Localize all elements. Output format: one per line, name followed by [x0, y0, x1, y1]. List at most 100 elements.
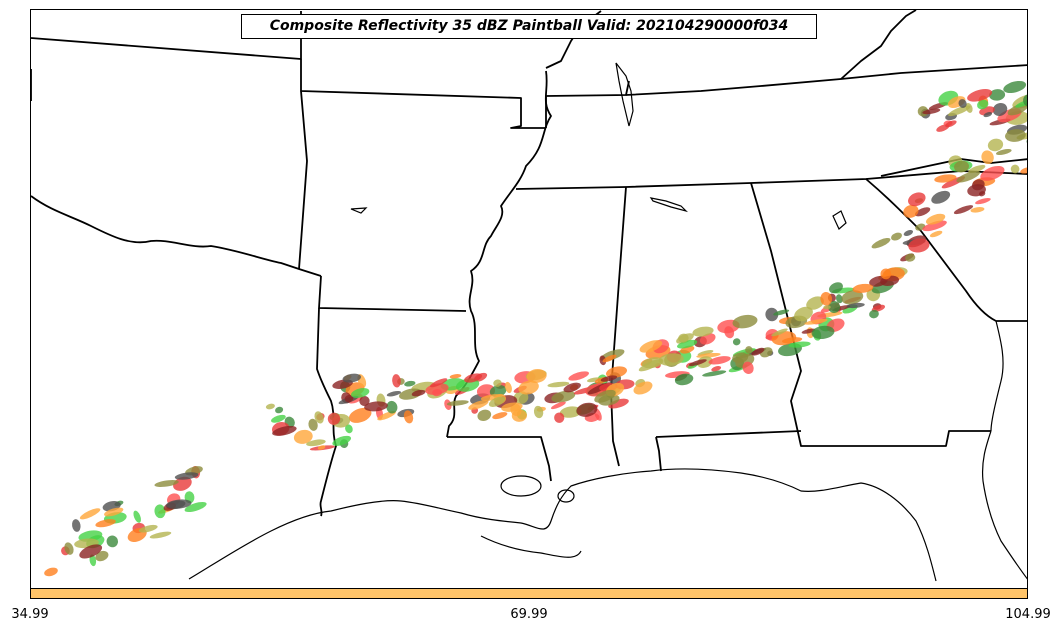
paintball-blob: [608, 398, 629, 409]
paintball-blob: [1023, 94, 1027, 107]
paintball-blob: [992, 103, 1008, 116]
paintball-blob: [605, 366, 628, 378]
paintball-blob: [696, 352, 721, 358]
paintball-blob: [1005, 129, 1026, 142]
paintball-blob: [829, 282, 843, 294]
colorbar-tick-max: 104.99: [1005, 607, 1051, 622]
paintball-blob: [771, 328, 788, 337]
paintball-blob: [688, 359, 707, 366]
map-title: Composite Reflectivity 35 dBZ Paintball …: [241, 14, 817, 39]
paintball-blob: [980, 165, 1005, 181]
paintball-blob: [903, 229, 914, 237]
paintball-blob: [106, 535, 119, 548]
paintball-blob: [811, 325, 835, 340]
paintball-blob: [344, 394, 354, 403]
paintball-blob: [948, 105, 971, 117]
paintball-blob: [880, 268, 892, 280]
lakes: [350, 62, 847, 230]
paintball-blob: [547, 381, 570, 388]
paintball-blob: [908, 238, 930, 253]
paintball-blob: [953, 205, 974, 215]
paintball-blob: [493, 379, 502, 387]
paintball-blob: [956, 170, 981, 183]
paintball-blob: [922, 108, 941, 115]
paintball-blob: [638, 359, 663, 372]
paintball-blob: [271, 414, 286, 423]
paintball-layer: [44, 80, 1027, 577]
paintball-blob: [79, 544, 103, 559]
paintball-blob: [314, 411, 324, 424]
paintball-blob: [95, 550, 109, 562]
paintball-blob: [745, 346, 753, 354]
paintball-blob: [504, 381, 512, 394]
paintball-blob: [732, 314, 758, 329]
paintball-blob: [332, 435, 352, 446]
paintball-blob: [351, 388, 370, 398]
paintball-blob: [386, 400, 398, 414]
paintball-blob: [89, 554, 97, 567]
paintball-blob: [846, 302, 865, 309]
coastline: [188, 320, 1027, 582]
paintball-blob: [166, 499, 192, 509]
paintball-blob: [174, 472, 199, 480]
paintball-blob: [464, 373, 483, 383]
paintball-blob: [327, 412, 341, 425]
paintball-blob: [702, 370, 727, 377]
paintball-blob: [265, 403, 275, 410]
paintball-blob: [977, 99, 989, 110]
paintball-blob: [983, 112, 993, 118]
paintball-blob: [404, 380, 416, 387]
paintball-blob: [554, 412, 565, 423]
paintball-blob: [658, 353, 684, 366]
paintball-blob: [914, 207, 931, 217]
paintball-blob: [801, 328, 816, 334]
paintball-blob: [929, 230, 943, 238]
paintball-blob: [958, 99, 967, 108]
paintball-blob: [975, 197, 991, 205]
paintball-blob: [293, 429, 313, 444]
paintball-blob: [639, 340, 663, 353]
paintball-blob: [104, 507, 124, 517]
paintball-blob: [903, 204, 919, 218]
paintball-blob: [348, 407, 372, 423]
colorbar-tick-min: 34.99: [11, 607, 49, 622]
colorbar: [30, 588, 1028, 599]
paintball-blob: [392, 374, 401, 388]
paintball-blob: [429, 378, 448, 388]
paintball-blob: [852, 283, 874, 293]
paintball-blob: [184, 501, 207, 513]
paintball-blob: [633, 381, 653, 395]
paintball-blob: [550, 401, 566, 410]
map-frame: [30, 9, 1028, 589]
paintball-blob: [981, 150, 994, 165]
paintball-blob: [44, 567, 58, 577]
paintball-blob: [692, 326, 714, 337]
paintball-blob: [518, 380, 539, 395]
paintball-blob: [600, 375, 618, 382]
paintball-blob: [968, 164, 986, 174]
paintball-blob: [995, 148, 1012, 156]
paintball-blob: [869, 309, 879, 319]
paintball-blob: [449, 374, 462, 379]
paintball-blob: [804, 318, 828, 325]
paintball-blob: [871, 238, 891, 249]
paintball-blob: [820, 292, 833, 306]
paintball-blob: [989, 89, 1006, 101]
paintball-blob: [79, 508, 101, 520]
paintball-blob: [551, 390, 576, 403]
paintball-blob: [594, 389, 616, 403]
paintball-blob: [967, 184, 986, 197]
paintball-blob: [806, 296, 824, 310]
map-canvas: [31, 10, 1027, 582]
paintball-blob: [411, 389, 426, 397]
paintball-blob: [773, 309, 790, 316]
paintball-blob: [568, 371, 589, 381]
paintball-blob: [342, 373, 362, 383]
paintball-blob: [359, 396, 370, 406]
paintball-blob: [987, 138, 1004, 152]
paintball-blob: [403, 410, 414, 424]
paintball-blob: [386, 390, 402, 397]
paintball-blob: [823, 305, 831, 310]
paintball-blob: [1003, 80, 1027, 94]
paintball-blob: [742, 361, 754, 374]
